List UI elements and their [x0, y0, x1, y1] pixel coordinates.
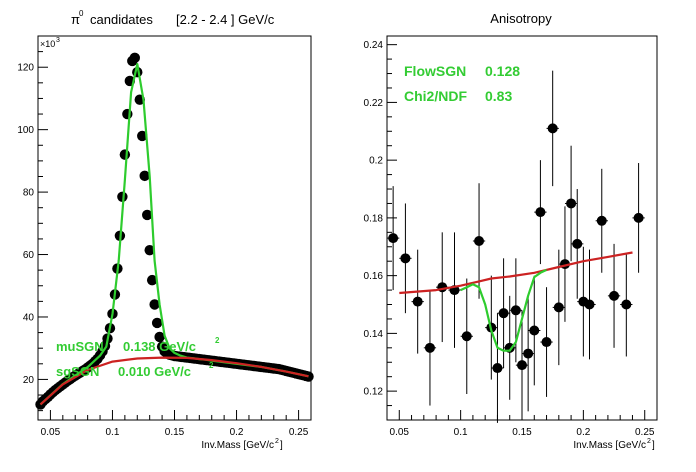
data-point: [633, 212, 644, 223]
x-tick-label: 0.25: [635, 427, 655, 438]
signal-fit-line: [460, 268, 547, 352]
data-point: [400, 253, 411, 264]
data-point: [146, 274, 158, 286]
data-point: [388, 233, 399, 244]
y-tick-label: 0.18: [364, 213, 384, 224]
data-point: [424, 342, 435, 353]
data-point: [474, 235, 485, 246]
annotation-chi2-label: Chi2/NDF: [404, 88, 467, 104]
y-tick-label: 0.12: [364, 387, 384, 398]
annotation-musgn-value: 0.138 GeV/c: [123, 339, 196, 354]
right-x-axis-label-superscript: 2: [647, 438, 651, 445]
left-y-multiplier-superscript: 3: [56, 37, 60, 44]
y-tick-label: 40: [23, 312, 35, 323]
data-point: [529, 325, 540, 336]
left-x-axis-label-superscript: 2: [275, 438, 279, 445]
data-point: [621, 299, 632, 310]
x-tick-label: 0.05: [41, 427, 61, 438]
x-tick-label: 0.05: [390, 427, 410, 438]
y-tick-label: 120: [17, 63, 34, 74]
data-point: [303, 371, 314, 382]
y-tick-label: 0.2: [369, 156, 383, 167]
x-tick-label: 0.15: [512, 427, 532, 438]
left-title-superscript: 0: [79, 9, 84, 18]
data-point: [117, 191, 128, 202]
annotation-flowsgn-label: FlowSGN: [404, 63, 466, 79]
background-fit-line: [39, 356, 309, 406]
left-title: candidates: [90, 12, 153, 27]
y-tick-label: 0.16: [364, 271, 384, 282]
data-point: [151, 317, 163, 329]
annotation-sgsgn-label: sgSGN: [56, 364, 99, 379]
left-x-axis-label: Inv.Mass [GeV/c: [201, 440, 274, 451]
y-tick-label: 20: [23, 375, 35, 386]
data-point: [492, 363, 503, 374]
data-point: [523, 348, 534, 359]
data-point: [119, 149, 131, 160]
y-tick-label: 0.14: [364, 329, 384, 340]
data-point: [154, 331, 165, 343]
data-point: [144, 244, 155, 256]
data-point: [541, 337, 552, 348]
annotation-sgsgn-superscript: 2: [209, 361, 214, 370]
annotation-sgsgn-value: 0.010 GeV/c: [118, 364, 191, 379]
right-x-axis-label-close: ]: [652, 440, 655, 451]
data-point: [609, 290, 620, 301]
data-point: [572, 238, 583, 249]
x-tick-label: 0.2: [230, 427, 244, 438]
left-title-range: [2.2 - 2.4 ] GeV/c: [176, 12, 275, 27]
right-title: Anisotropy: [490, 11, 552, 26]
right-plot-area: 0.05 0.1 0.15 0.2 0.25 0.12 0.14 0.16 0.18 0.2 0.2…: [364, 35, 658, 438]
data-point: [142, 209, 153, 221]
left-plot-area: 0.05 0.1 0.15 0.2 0.25 20 40 60 80 100 120: [17, 35, 314, 438]
data-point: [510, 305, 521, 316]
data-point: [553, 302, 564, 313]
data-point: [139, 170, 150, 182]
data-point: [129, 52, 140, 64]
data-point: [566, 198, 577, 209]
data-point: [461, 331, 472, 342]
data-point: [535, 207, 546, 218]
annotation-musgn-label: muSGN: [56, 339, 104, 354]
y-tick-label: 60: [23, 250, 35, 261]
background-fit-line: [399, 251, 633, 295]
x-tick-label: 0.25: [289, 427, 309, 438]
data-point: [122, 108, 133, 120]
annotation-musgn-superscript: 2: [215, 336, 220, 345]
data-point: [517, 360, 527, 371]
data-point: [547, 123, 558, 134]
left-x-axis-label-close: ]: [280, 440, 283, 451]
x-tick-label: 0.1: [454, 427, 468, 438]
y-tick-label: 100: [17, 125, 34, 136]
data-point: [498, 308, 509, 319]
x-tick-label: 0.1: [106, 427, 120, 438]
data-point: [596, 215, 607, 226]
y-tick-label: 0.24: [364, 40, 384, 51]
left-y-multiplier: ×10: [40, 39, 55, 49]
annotation-flowsgn-value: 0.128: [485, 63, 520, 79]
x-tick-label: 0.2: [576, 427, 590, 438]
plot-frame: [37, 35, 312, 421]
data-point: [584, 299, 595, 310]
y-tick-label: 0.22: [364, 98, 384, 109]
right-x-axis-label: Inv.Mass [GeV/c: [573, 440, 646, 451]
y-tick-label: 80: [23, 188, 35, 199]
data-point: [137, 130, 148, 142]
left-title-symbol: π: [71, 12, 80, 27]
data-point: [149, 299, 160, 310]
data-point: [412, 296, 423, 307]
annotation-chi2-value: 0.83: [485, 88, 512, 104]
x-tick-label: 0.15: [165, 427, 185, 438]
